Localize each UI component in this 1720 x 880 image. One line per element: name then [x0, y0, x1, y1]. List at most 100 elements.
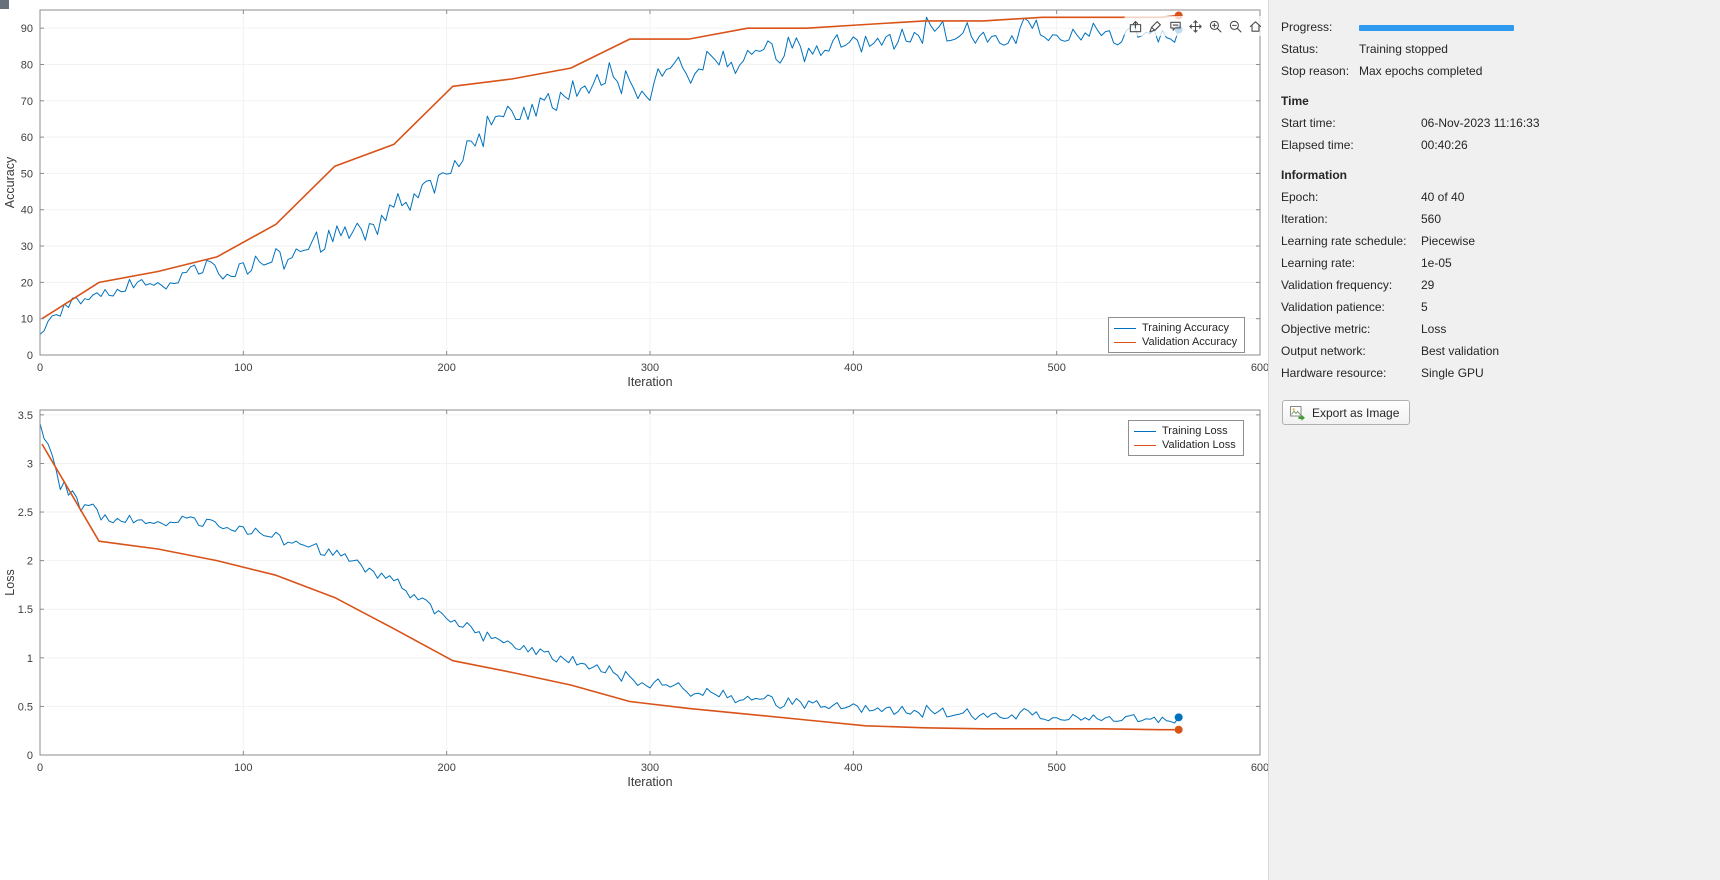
svg-text:1: 1 — [27, 653, 33, 665]
export-as-image-button[interactable]: Export as Image — [1282, 400, 1411, 425]
svg-text:40: 40 — [21, 205, 33, 217]
progress-bar-fill — [1359, 25, 1514, 31]
datatips-icon[interactable] — [1166, 17, 1184, 35]
loss-legend: Training Loss Validation Loss — [1128, 420, 1244, 456]
svg-text:70: 70 — [21, 96, 33, 108]
output-network-value: Best validation — [1421, 344, 1500, 358]
status-value: Training stopped — [1359, 42, 1448, 56]
x-axis-label: Iteration — [627, 375, 672, 389]
lr-schedule-row: Learning rate schedule: Piecewise — [1281, 230, 1706, 252]
loss-chart[interactable]: 0 100 200 300 400 500 600 0 0.5 1 1.5 2 2.5 3 3.5 Itera… — [0, 400, 1268, 880]
elapsed-time-value: 00:40:26 — [1421, 138, 1468, 152]
time-section-header: Time — [1281, 94, 1309, 108]
legend-label: Training Loss — [1162, 425, 1228, 437]
svg-text:100: 100 — [234, 362, 252, 374]
training-loss-end-marker — [1174, 713, 1183, 722]
training-progress-figure: 0 100 200 300 400 500 600 0 10 20 30 40 50 60 70 80 90 It… — [0, 0, 1268, 880]
pan-icon[interactable] — [1186, 17, 1204, 35]
validation-frequency-label: Validation frequency: — [1281, 278, 1393, 292]
epoch-label: Epoch: — [1281, 190, 1319, 204]
svg-text:0: 0 — [37, 362, 43, 374]
svg-text:100: 100 — [234, 762, 252, 774]
svg-text:60: 60 — [21, 132, 33, 144]
validation-patience-row: Validation patience: 5 — [1281, 296, 1706, 318]
svg-text:600: 600 — [1251, 762, 1268, 774]
legend-label: Validation Loss — [1162, 439, 1236, 451]
svg-text:20: 20 — [21, 277, 33, 289]
progress-label: Progress: — [1281, 20, 1333, 34]
x-axis-label: Iteration — [627, 775, 672, 789]
accuracy-legend: Training Accuracy Validation Accuracy — [1108, 317, 1246, 353]
zoom-in-icon[interactable] — [1206, 17, 1224, 35]
status-row: Status: Training stopped — [1281, 38, 1706, 60]
svg-text:80: 80 — [21, 59, 33, 71]
svg-text:400: 400 — [844, 762, 862, 774]
legend-item-training-accuracy: Training Accuracy — [1114, 321, 1237, 335]
legend-swatch — [1134, 430, 1156, 432]
validation-patience-value: 5 — [1421, 300, 1428, 314]
validation-frequency-value: 29 — [1421, 278, 1435, 292]
export-icon[interactable] — [1126, 17, 1144, 35]
svg-text:300: 300 — [641, 762, 659, 774]
svg-text:600: 600 — [1251, 362, 1268, 374]
svg-text:2: 2 — [27, 556, 33, 568]
start-time-value: 06-Nov-2023 11:16:33 — [1421, 116, 1540, 130]
validation-patience-label: Validation patience: — [1281, 300, 1385, 314]
learning-rate-label: Learning rate: — [1281, 256, 1356, 270]
training-info-panel: Progress: Status: Training stopped Stop … — [1268, 0, 1720, 880]
training-accuracy-line — [39, 16, 1180, 335]
y-axis-label: Loss — [3, 569, 17, 595]
output-network-label: Output network: — [1281, 344, 1366, 358]
accuracy-chart[interactable]: 0 100 200 300 400 500 600 0 10 20 30 40 50 60 70 80 90 It… — [0, 0, 1268, 400]
training-loss-line — [39, 423, 1180, 724]
svg-text:50: 50 — [21, 168, 33, 180]
objective-metric-row: Objective metric: Loss — [1281, 318, 1706, 340]
home-icon[interactable] — [1246, 17, 1264, 35]
validation-loss-end-marker — [1174, 725, 1183, 734]
svg-text:2.5: 2.5 — [18, 507, 33, 519]
legend-label: Validation Accuracy — [1142, 336, 1238, 348]
progress-row: Progress: — [1281, 16, 1706, 38]
svg-text:0: 0 — [27, 350, 33, 362]
legend-label: Training Accuracy — [1142, 322, 1230, 334]
svg-text:1.5: 1.5 — [18, 604, 33, 616]
legend-swatch — [1114, 341, 1136, 343]
hardware-resource-row: Hardware resource: Single GPU — [1281, 362, 1706, 384]
legend-swatch — [1114, 327, 1136, 329]
window-corner — [0, 0, 9, 9]
svg-text:200: 200 — [437, 762, 455, 774]
legend-swatch — [1134, 444, 1156, 446]
svg-text:0.5: 0.5 — [18, 701, 33, 713]
elapsed-time-label: Elapsed time: — [1281, 138, 1354, 152]
validation-accuracy-line — [41, 14, 1179, 320]
stop-reason-row: Stop reason: Max epochs completed — [1281, 60, 1706, 82]
export-image-icon — [1289, 404, 1306, 421]
lr-schedule-label: Learning rate schedule: — [1281, 234, 1407, 248]
svg-text:90: 90 — [21, 23, 33, 35]
export-as-image-label: Export as Image — [1312, 405, 1400, 420]
iteration-row: Iteration: 560 — [1281, 208, 1706, 230]
information-section-header: Information — [1281, 168, 1347, 182]
svg-text:3.5: 3.5 — [18, 410, 33, 422]
zoom-out-icon[interactable] — [1226, 17, 1244, 35]
svg-text:30: 30 — [21, 241, 33, 253]
stop-reason-value: Max epochs completed — [1359, 64, 1483, 78]
validation-loss-line — [41, 443, 1179, 731]
svg-text:0: 0 — [37, 762, 43, 774]
epoch-row: Epoch: 40 of 40 — [1281, 186, 1706, 208]
start-time-row: Start time: 06-Nov-2023 11:16:33 — [1281, 112, 1706, 134]
learning-rate-value: 1e-05 — [1421, 256, 1452, 270]
elapsed-time-row: Elapsed time: 00:40:26 — [1281, 134, 1706, 156]
start-time-label: Start time: — [1281, 116, 1336, 130]
learning-rate-row: Learning rate: 1e-05 — [1281, 252, 1706, 274]
epoch-value: 40 of 40 — [1421, 190, 1465, 204]
axes-toolbar — [1124, 16, 1266, 36]
objective-metric-value: Loss — [1421, 322, 1447, 336]
svg-text:300: 300 — [641, 362, 659, 374]
legend-item-training-loss: Training Loss — [1134, 424, 1236, 438]
hardware-resource-value: Single GPU — [1421, 366, 1484, 380]
legend-item-validation-loss: Validation Loss — [1134, 438, 1236, 452]
svg-text:0: 0 — [27, 750, 33, 762]
validation-frequency-row: Validation frequency: 29 — [1281, 274, 1706, 296]
brush-icon[interactable] — [1146, 17, 1164, 35]
